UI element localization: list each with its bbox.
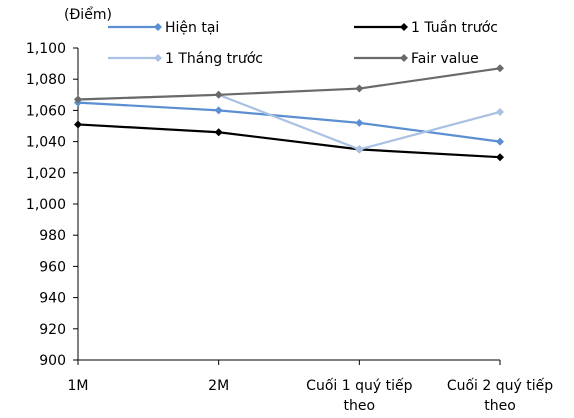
y-tick-label: 1,060 [26, 103, 66, 119]
legend-label: Hiện tại [165, 20, 219, 36]
y-tick-label: 920 [39, 322, 66, 338]
data-point [496, 137, 504, 146]
data-point [496, 153, 504, 162]
y-tick-label: 1,100 [26, 41, 66, 57]
x-tick-label: Cuối 1 quý tiếp [306, 377, 412, 394]
series-line [77, 67, 501, 101]
data-point [496, 64, 504, 73]
legend-swatch-marker [154, 54, 162, 62]
x-tick-label: theo [344, 398, 376, 414]
y-tick-label: 1,040 [26, 135, 66, 151]
series-line [77, 101, 501, 143]
y-tick-label: 900 [39, 353, 66, 369]
data-point [355, 118, 364, 127]
y-axis-title: (Điểm) [64, 7, 112, 23]
data-point [74, 120, 82, 129]
legend-swatch-marker [400, 23, 408, 31]
x-tick-label: theo [484, 398, 516, 414]
y-tick-label: 980 [39, 228, 66, 244]
y-tick-label: 1,020 [26, 166, 66, 182]
x-tick-label: 1M [68, 378, 89, 394]
legend-label: 1 Tuần trước [411, 20, 498, 36]
legend-swatch-marker [400, 54, 408, 62]
y-tick-label: 1,000 [26, 197, 66, 213]
legend-label: 1 Tháng trước [165, 51, 263, 67]
y-tick-label: 960 [39, 259, 66, 275]
x-tick-label: Cuối 2 quý tiếp [447, 377, 553, 394]
y-tick-label: 1,080 [26, 72, 66, 88]
data-point [355, 84, 364, 93]
x-tick-label: 2M [208, 378, 229, 394]
data-point [74, 95, 82, 104]
series-line [77, 123, 501, 159]
legend-label: Fair value [411, 51, 479, 67]
data-point [355, 145, 364, 154]
data-point [214, 106, 223, 115]
data-point [496, 107, 504, 116]
data-point [214, 90, 223, 99]
data-point [214, 128, 223, 137]
legend-swatch-marker [154, 23, 162, 31]
y-tick-label: 940 [39, 291, 66, 307]
